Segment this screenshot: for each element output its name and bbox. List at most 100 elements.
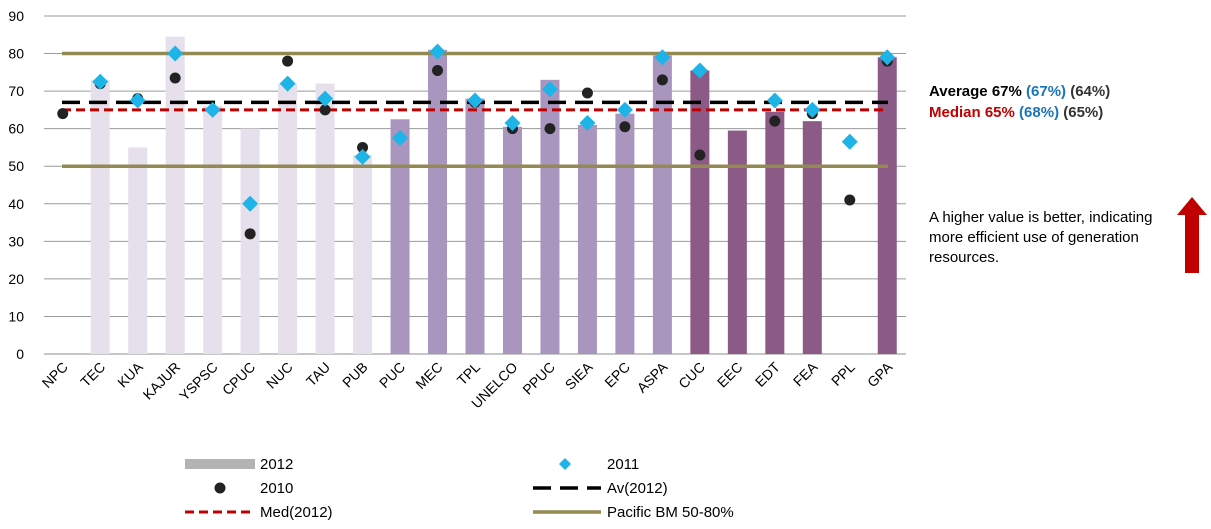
point-2011 bbox=[204, 101, 221, 118]
legend-label: Med(2012) bbox=[260, 504, 333, 521]
x-tick-label: PUB bbox=[339, 359, 371, 391]
bar-2012 bbox=[315, 83, 335, 354]
legend-label: 2010 bbox=[260, 480, 293, 497]
bar-2012 bbox=[90, 79, 110, 354]
point-2011 bbox=[429, 43, 446, 60]
y-tick-label: 30 bbox=[8, 233, 24, 249]
y-tick-label: 10 bbox=[8, 308, 24, 324]
point-2010 bbox=[694, 149, 706, 161]
bar-2012 bbox=[390, 119, 410, 355]
point-2011 bbox=[541, 81, 558, 98]
x-tick-label: PPL bbox=[828, 359, 858, 389]
bar-2012 bbox=[727, 130, 747, 354]
point-2010 bbox=[319, 104, 331, 116]
point-2010 bbox=[656, 74, 668, 86]
point-2010 bbox=[244, 228, 256, 240]
point-2011 bbox=[841, 133, 858, 150]
bar-2012 bbox=[465, 98, 485, 354]
up-arrow-icon bbox=[1177, 197, 1207, 273]
point-2010 bbox=[432, 64, 444, 76]
x-tick-label: CUC bbox=[675, 359, 708, 392]
average-2010: (64%) bbox=[1070, 83, 1111, 100]
bar-2012 bbox=[165, 36, 185, 355]
point-2011 bbox=[467, 92, 483, 109]
point-2011 bbox=[354, 148, 371, 165]
legend-label: 2011 bbox=[607, 456, 639, 473]
bar-2012 bbox=[203, 106, 223, 354]
point-2011 bbox=[279, 75, 296, 92]
point-2011 bbox=[317, 90, 334, 107]
x-tick-label: MEC bbox=[412, 359, 445, 392]
x-tick-label: EPC bbox=[601, 359, 633, 391]
point-2010 bbox=[544, 123, 556, 135]
bar-2012 bbox=[577, 124, 597, 355]
point-2011 bbox=[579, 115, 596, 132]
legend-swatch-2010 bbox=[214, 482, 226, 494]
point-2010 bbox=[844, 194, 856, 206]
y-tick-label: 70 bbox=[8, 83, 24, 99]
y-tick-label: 50 bbox=[8, 158, 24, 174]
point-2011 bbox=[766, 92, 783, 109]
point-2011 bbox=[392, 130, 409, 147]
summary-stats: Average 67% (67%) (64%) Median 65% (68%)… bbox=[929, 81, 1110, 123]
x-tick-label: KUA bbox=[114, 358, 146, 390]
average-label: Average 67% bbox=[929, 83, 1022, 100]
x-tick-label: TAU bbox=[303, 359, 333, 389]
chart: 0 10 20 30 40 50 60 70 80 90 NPC TEC KUAKAJURYSPSCCP… bbox=[8, 8, 906, 521]
point-2011 bbox=[129, 92, 146, 109]
y-tick-label: 20 bbox=[8, 271, 24, 287]
x-tick-label: EDT bbox=[752, 358, 783, 389]
bar-2012 bbox=[540, 79, 560, 354]
point-2011 bbox=[879, 49, 896, 66]
bar-2012 bbox=[802, 121, 822, 355]
note-text: A higher value is better, indicating mor… bbox=[929, 209, 1153, 266]
bar-2012 bbox=[240, 128, 260, 354]
bar-2012 bbox=[502, 126, 522, 355]
average-2011: (67%) bbox=[1026, 83, 1067, 100]
point-2011 bbox=[616, 101, 633, 118]
legend-swatch-2012 bbox=[185, 459, 255, 469]
x-tick-label: YSPSC bbox=[176, 359, 221, 404]
median-2011: (68%) bbox=[1019, 104, 1060, 121]
point-2010 bbox=[357, 141, 369, 153]
point-2011 bbox=[504, 115, 521, 132]
x-tick-label: TEC bbox=[77, 359, 108, 390]
y-tick-label: 40 bbox=[8, 196, 24, 212]
x-tick-label: SIEA bbox=[562, 358, 596, 392]
y-tick-label: 60 bbox=[8, 121, 24, 137]
average-line: Average 67% (67%) (64%) bbox=[929, 81, 1110, 102]
point-2010 bbox=[57, 108, 69, 120]
x-tick-label: NPC bbox=[39, 359, 71, 391]
point-2011 bbox=[92, 73, 109, 90]
point-2011 bbox=[654, 49, 671, 66]
bar-2012 bbox=[652, 55, 672, 354]
median-label: Median 65% bbox=[929, 104, 1015, 121]
bar-2012 bbox=[353, 154, 373, 354]
bar-2012 bbox=[428, 49, 448, 355]
x-tick-label: EEC bbox=[714, 359, 746, 391]
point-2010 bbox=[282, 55, 294, 67]
point-2011 bbox=[167, 45, 184, 62]
x-tick-label: NUC bbox=[263, 359, 296, 392]
bar-2012 bbox=[690, 70, 710, 354]
x-tick-label: ASPA bbox=[634, 358, 671, 395]
x-tick-label: PPUC bbox=[519, 359, 558, 398]
y-tick-label: 90 bbox=[8, 8, 24, 24]
x-tick-label: KAJUR bbox=[140, 359, 184, 403]
x-tick-label: TPL bbox=[454, 359, 484, 389]
point-2011 bbox=[804, 101, 821, 118]
bar-2012 bbox=[765, 111, 785, 355]
point-2011 bbox=[691, 62, 708, 79]
bar-2012 bbox=[128, 147, 148, 354]
y-tick-label: 80 bbox=[8, 46, 24, 62]
legend-label: Av(2012) bbox=[607, 480, 668, 497]
legend-label: Pacific BM 50-80% bbox=[607, 504, 734, 521]
x-tick-label: GPA bbox=[864, 358, 896, 390]
bar-2012 bbox=[278, 83, 298, 354]
x-tick-label: PUC bbox=[376, 359, 408, 391]
median-2010: (65%) bbox=[1063, 104, 1104, 121]
bar-2012 bbox=[615, 113, 635, 355]
legend-swatch-2011 bbox=[559, 458, 571, 470]
point-2010 bbox=[581, 87, 593, 99]
median-line: Median 65% (68%) (65%) bbox=[929, 102, 1110, 123]
